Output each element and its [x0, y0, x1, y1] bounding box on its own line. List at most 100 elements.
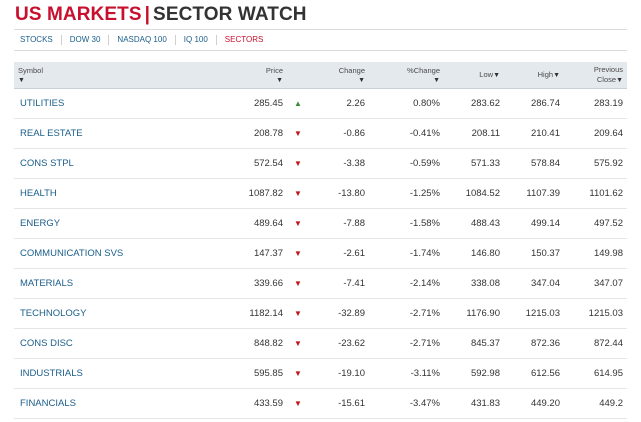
previous-close-cell: 283.19 — [564, 88, 627, 119]
nav-tab-iq-100[interactable]: IQ 100 — [176, 35, 217, 45]
price-cell: 1182.14 — [184, 298, 287, 329]
sort-arrow-icon: ▼ — [616, 76, 623, 84]
sort-arrow-icon: ▼ — [276, 76, 283, 84]
symbol-link[interactable]: INDUSTRIALS — [14, 358, 184, 389]
change-cell: -3.38 — [309, 148, 369, 179]
col-header-symbol[interactable]: Symbol ▼ — [14, 62, 184, 89]
title-separator: | — [144, 4, 151, 25]
col-header-high[interactable]: High▼ — [504, 62, 564, 89]
low-cell: 488.43 — [444, 208, 504, 239]
table-row: HEALTH 1087.82 ▼ -13.80 -1.25% 1084.52 1107.39… — [14, 178, 627, 209]
pct-change-cell: -2.14% — [369, 268, 444, 299]
table-row: INDUSTRIALS 595.85 ▼ -19.10 -3.11% 592.98 612.… — [14, 358, 627, 389]
market-subnav: STOCKS DOW 30 NASDAQ 100 IQ 100 SECTORS — [14, 29, 627, 51]
down-triangle-icon: ▼ — [294, 399, 302, 408]
down-triangle-icon: ▼ — [294, 219, 302, 228]
trend-indicator: ▼ — [287, 388, 309, 419]
high-cell: 286.74 — [504, 88, 564, 119]
high-cell: 612.56 — [504, 358, 564, 389]
pct-change-cell: -0.59% — [369, 148, 444, 179]
pct-change-cell: -1.58% — [369, 208, 444, 239]
low-cell: 146.80 — [444, 238, 504, 269]
high-cell: 1107.39 — [504, 178, 564, 209]
high-cell: 449.20 — [504, 388, 564, 419]
high-cell: 347.04 — [504, 268, 564, 299]
table-row: ENERGY 489.64 ▼ -7.88 -1.58% 488.43 499.14 497.… — [14, 208, 627, 239]
pct-change-cell: -1.74% — [369, 238, 444, 269]
pct-change-cell: -1.25% — [369, 178, 444, 209]
symbol-link[interactable]: MATERIALS — [14, 268, 184, 299]
nav-tab-stocks[interactable]: STOCKS — [14, 35, 62, 45]
high-cell: 872.36 — [504, 328, 564, 359]
col-header-change[interactable]: Change ▼ — [309, 62, 369, 89]
high-cell: 578.84 — [504, 148, 564, 179]
low-cell: 431.83 — [444, 388, 504, 419]
low-cell: 592.98 — [444, 358, 504, 389]
down-triangle-icon: ▼ — [294, 339, 302, 348]
pct-change-cell: -2.71% — [369, 298, 444, 329]
symbol-link[interactable]: FINANCIALS — [14, 388, 184, 419]
down-triangle-icon: ▼ — [294, 249, 302, 258]
table-row: CONS STPL 572.54 ▼ -3.38 -0.59% 571.33 578.84 5… — [14, 148, 627, 179]
down-triangle-icon: ▼ — [294, 369, 302, 378]
col-header-price[interactable]: Price ▼ — [184, 62, 287, 89]
price-cell: 208.78 — [184, 118, 287, 149]
price-cell: 572.54 — [184, 148, 287, 179]
price-cell: 433.59 — [184, 388, 287, 419]
trend-indicator: ▼ — [287, 298, 309, 329]
change-cell: -2.61 — [309, 238, 369, 269]
symbol-link[interactable]: UTILITIES — [14, 88, 184, 119]
trend-indicator: ▼ — [287, 238, 309, 269]
title-sector-watch: SECTOR WATCH — [153, 4, 307, 25]
col-header-indicator — [287, 62, 309, 89]
sector-table: Symbol ▼ Price ▼ Change ▼ %Change ▼ Low▼… — [14, 62, 627, 419]
low-cell: 208.11 — [444, 118, 504, 149]
table-row: MATERIALS 339.66 ▼ -7.41 -2.14% 338.08 347.04 3… — [14, 268, 627, 299]
symbol-link[interactable]: CONS STPL — [14, 148, 184, 179]
previous-close-cell: 209.64 — [564, 118, 627, 149]
previous-close-cell: 347.07 — [564, 268, 627, 299]
symbol-link[interactable]: HEALTH — [14, 178, 184, 209]
change-cell: -23.62 — [309, 328, 369, 359]
col-header-pct-change[interactable]: %Change ▼ — [369, 62, 444, 89]
symbol-link[interactable]: TECHNOLOGY — [14, 298, 184, 329]
pct-change-cell: -2.71% — [369, 328, 444, 359]
down-triangle-icon: ▼ — [294, 129, 302, 138]
symbol-link[interactable]: COMMUNICATION SVS — [14, 238, 184, 269]
nav-tab-nasdaq-100[interactable]: NASDAQ 100 — [109, 35, 176, 45]
table-row: COMMUNICATION SVS 147.37 ▼ -2.61 -1.74% 146.8… — [14, 238, 627, 269]
symbol-link[interactable]: ENERGY — [14, 208, 184, 239]
previous-close-cell: 449.2 — [564, 388, 627, 419]
price-cell: 489.64 — [184, 208, 287, 239]
col-header-previous-close[interactable]: Previous Close▼ — [564, 62, 627, 89]
price-cell: 285.45 — [184, 88, 287, 119]
high-cell: 150.37 — [504, 238, 564, 269]
trend-indicator: ▼ — [287, 268, 309, 299]
pct-change-cell: -3.47% — [369, 388, 444, 419]
change-cell: -13.80 — [309, 178, 369, 209]
symbol-link[interactable]: REAL ESTATE — [14, 118, 184, 149]
low-cell: 1176.90 — [444, 298, 504, 329]
low-cell: 1084.52 — [444, 178, 504, 209]
sort-arrow-icon: ▼ — [553, 71, 560, 79]
price-cell: 595.85 — [184, 358, 287, 389]
high-cell: 499.14 — [504, 208, 564, 239]
trend-indicator: ▼ — [287, 328, 309, 359]
col-header-low[interactable]: Low▼ — [444, 62, 504, 89]
table-header-row: Symbol ▼ Price ▼ Change ▼ %Change ▼ Low▼… — [14, 62, 627, 89]
page-title: US MARKETS | SECTOR WATCH — [15, 4, 307, 26]
previous-close-cell: 575.92 — [564, 148, 627, 179]
table-row: TECHNOLOGY 1182.14 ▼ -32.89 -2.71% 1176.90 121… — [14, 298, 627, 329]
table-row: REAL ESTATE 208.78 ▼ -0.86 -0.41% 208.11 210.4… — [14, 118, 627, 149]
nav-tab-sectors[interactable]: SECTORS — [224, 35, 264, 44]
trend-indicator: ▼ — [287, 178, 309, 209]
change-cell: -7.88 — [309, 208, 369, 239]
down-triangle-icon: ▼ — [294, 309, 302, 318]
pct-change-cell: -0.41% — [369, 118, 444, 149]
title-us-markets: US MARKETS — [15, 4, 142, 25]
symbol-link[interactable]: CONS DISC — [14, 328, 184, 359]
nav-tab-dow-30[interactable]: DOW 30 — [62, 35, 110, 45]
high-cell: 1215.03 — [504, 298, 564, 329]
trend-indicator: ▼ — [287, 148, 309, 179]
previous-close-cell: 149.98 — [564, 238, 627, 269]
